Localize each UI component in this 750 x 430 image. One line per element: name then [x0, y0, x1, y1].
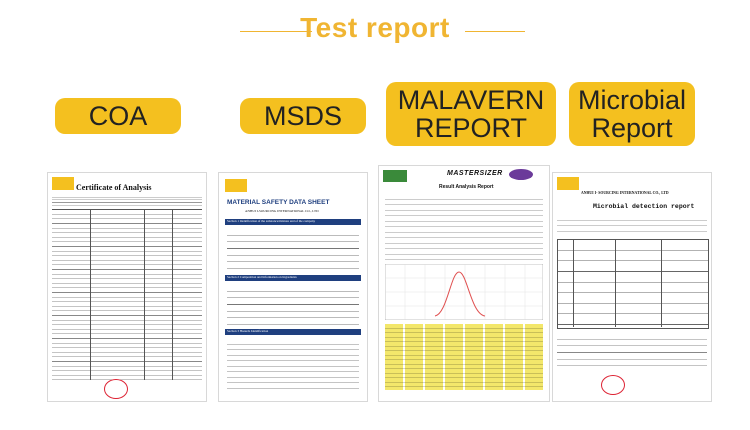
micro-company: ANHUI I- SOURCING INTERNATIONAL CO., LTD: [581, 191, 669, 195]
page-header: Test report: [0, 0, 750, 60]
msds-section1-bar: [225, 219, 361, 225]
coa-col-3: [172, 210, 173, 380]
coa-col-1: [90, 210, 91, 380]
tab-microbial-line1: Microbial: [577, 84, 687, 115]
msds-title: MATERIAL SAFETY DATA SHEET: [227, 199, 330, 206]
msds-section2: Section 2 Composition and Information on…: [227, 275, 297, 279]
coa-col-2: [144, 210, 145, 380]
coa-meta: [52, 195, 202, 207]
tab-coa[interactable]: COA: [55, 98, 181, 134]
micro-title: Microbial detection report: [593, 203, 695, 210]
coa-title: Certificate of Analysis: [76, 183, 152, 192]
title-rule-left: [240, 31, 312, 32]
micro-logo: [557, 177, 579, 190]
msds-section1-text: [227, 229, 359, 271]
malvern-title: Result Analysis Report: [439, 184, 494, 190]
tab-microbial-line2: Report: [591, 113, 673, 143]
msds-section3-bar: [225, 329, 361, 335]
malvern-document[interactable]: MASTERSIZER Result Analysis Report: [378, 165, 550, 402]
tab-malvern-line2: REPORT: [414, 113, 528, 143]
coa-table: [52, 210, 202, 380]
micro-col-3: [661, 239, 662, 327]
malvern-info: [385, 194, 543, 260]
micro-stamp: [601, 375, 625, 395]
micro-col-2: [615, 239, 616, 327]
msds-logo: [225, 179, 247, 192]
malvern-distribution-chart: [385, 264, 543, 320]
micro-remarks: [557, 333, 707, 369]
msds-section1: Section 1 Identification of the substanc…: [227, 219, 316, 223]
msds-section2-table: [227, 285, 359, 325]
msds-section3-text: [227, 339, 359, 391]
coa-stamp: [104, 379, 128, 399]
msds-section3: Section 3 Hazards Identification: [227, 329, 269, 333]
tab-microbial-report[interactable]: Microbial Report: [569, 82, 695, 146]
malvern-result-table: [385, 324, 543, 390]
coa-table-top: [52, 209, 202, 210]
coa-document[interactable]: Certificate of Analysis: [47, 172, 207, 402]
tab-msds-label: MSDS: [263, 100, 342, 131]
title-rule-right: [465, 31, 525, 32]
malvern-brand-badge: [509, 169, 533, 180]
msds-document[interactable]: MATERIAL SAFETY DATA SHEET ANHUI I-SOURC…: [218, 172, 368, 402]
tab-malvern-line1: MALAVERN: [397, 84, 545, 115]
malvern-logo: [383, 170, 407, 182]
micro-meta: [557, 215, 707, 235]
msds-company: ANHUI I-SOURCING INTERNATIONAL CO., LTD: [245, 209, 319, 213]
msds-section2-bar: [225, 275, 361, 281]
tab-malvern-report[interactable]: MALAVERN REPORT: [386, 82, 556, 146]
tab-coa-label: COA: [88, 100, 148, 131]
malvern-result-rows: [385, 324, 543, 390]
coa-logo: [52, 177, 74, 190]
tab-msds[interactable]: MSDS: [240, 98, 366, 134]
page-title: Test report: [300, 12, 450, 43]
micro-col-1: [573, 239, 574, 327]
microbial-document[interactable]: ANHUI I- SOURCING INTERNATIONAL CO., LTD…: [552, 172, 712, 402]
micro-table: [557, 239, 709, 329]
malvern-brand: MASTERSIZER: [447, 170, 503, 177]
